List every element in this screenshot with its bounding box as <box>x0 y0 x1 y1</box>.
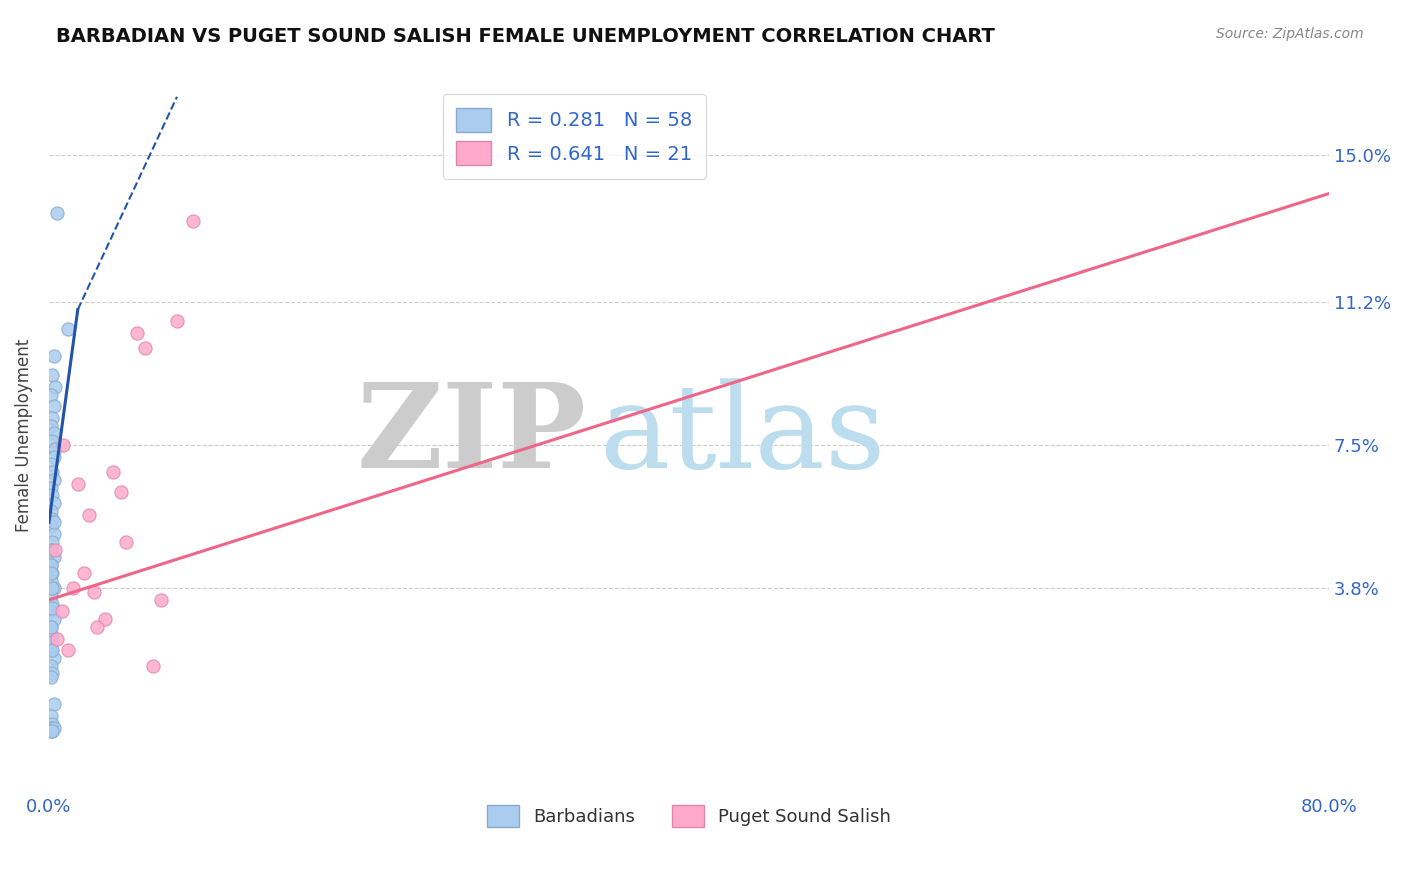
Point <box>44 380 66 394</box>
Point <box>39 574 62 588</box>
Point <box>39 643 62 657</box>
Point <box>41 643 63 657</box>
Point <box>42 516 65 530</box>
Point <box>142 658 165 673</box>
Point <box>39 542 62 557</box>
Point <box>41 724 63 739</box>
Point <box>39 620 62 634</box>
Point <box>41 488 63 502</box>
Point <box>42 581 65 595</box>
Point <box>39 628 62 642</box>
Point <box>73 566 96 580</box>
Point <box>39 504 62 518</box>
Point <box>39 620 62 634</box>
Point <box>94 612 117 626</box>
Legend: Barbadians, Puget Sound Salish: Barbadians, Puget Sound Salish <box>479 798 898 834</box>
Point <box>41 666 63 681</box>
Point <box>41 581 63 595</box>
Point <box>41 411 63 425</box>
Point <box>39 418 62 433</box>
Point <box>39 709 62 723</box>
Point <box>42 426 65 441</box>
Point <box>41 716 63 731</box>
Point <box>42 473 65 487</box>
Point <box>149 592 172 607</box>
Point <box>41 597 63 611</box>
Point <box>56 322 79 336</box>
Point <box>41 600 63 615</box>
Point <box>44 542 66 557</box>
Point <box>101 465 124 479</box>
Point <box>39 558 62 572</box>
Point <box>41 566 63 580</box>
Point <box>51 605 73 619</box>
Point <box>41 368 63 383</box>
Point <box>86 620 108 634</box>
Point <box>181 213 204 227</box>
Point <box>39 721 62 735</box>
Point <box>39 388 62 402</box>
Point <box>66 476 89 491</box>
Point <box>39 605 62 619</box>
Point <box>46 632 69 646</box>
Point <box>39 589 62 603</box>
Point <box>41 465 63 479</box>
Point <box>77 508 100 522</box>
Point <box>42 612 65 626</box>
Point <box>134 341 156 355</box>
Point <box>41 724 63 739</box>
Text: BARBADIAN VS PUGET SOUND SALISH FEMALE UNEMPLOYMENT CORRELATION CHART: BARBADIAN VS PUGET SOUND SALISH FEMALE U… <box>56 27 995 45</box>
Point <box>39 558 62 572</box>
Text: ZIP: ZIP <box>357 378 586 493</box>
Point <box>41 434 63 449</box>
Point <box>42 349 65 363</box>
Point <box>39 670 62 684</box>
Point <box>46 206 69 220</box>
Point <box>39 481 62 495</box>
Point <box>39 724 62 739</box>
Point <box>52 438 75 452</box>
Point <box>42 527 65 541</box>
Point <box>41 635 63 649</box>
Point <box>114 534 136 549</box>
Text: Source: ZipAtlas.com: Source: ZipAtlas.com <box>1216 27 1364 41</box>
Point <box>125 326 148 340</box>
Point <box>39 542 62 557</box>
Point <box>42 651 65 665</box>
Point <box>42 721 65 735</box>
Point <box>42 450 65 464</box>
Point <box>41 534 63 549</box>
Point <box>44 442 66 456</box>
Text: atlas: atlas <box>599 378 886 492</box>
Point <box>42 550 65 565</box>
Point <box>42 400 65 414</box>
Point <box>56 643 79 657</box>
Point <box>110 484 132 499</box>
Point <box>39 658 62 673</box>
Point <box>62 581 84 595</box>
Point <box>83 585 105 599</box>
Point <box>39 458 62 472</box>
Point <box>166 314 188 328</box>
Point <box>39 566 62 580</box>
Y-axis label: Female Unemployment: Female Unemployment <box>15 339 32 532</box>
Point <box>42 496 65 510</box>
Point <box>39 519 62 533</box>
Point <box>42 698 65 712</box>
Point <box>41 511 63 525</box>
